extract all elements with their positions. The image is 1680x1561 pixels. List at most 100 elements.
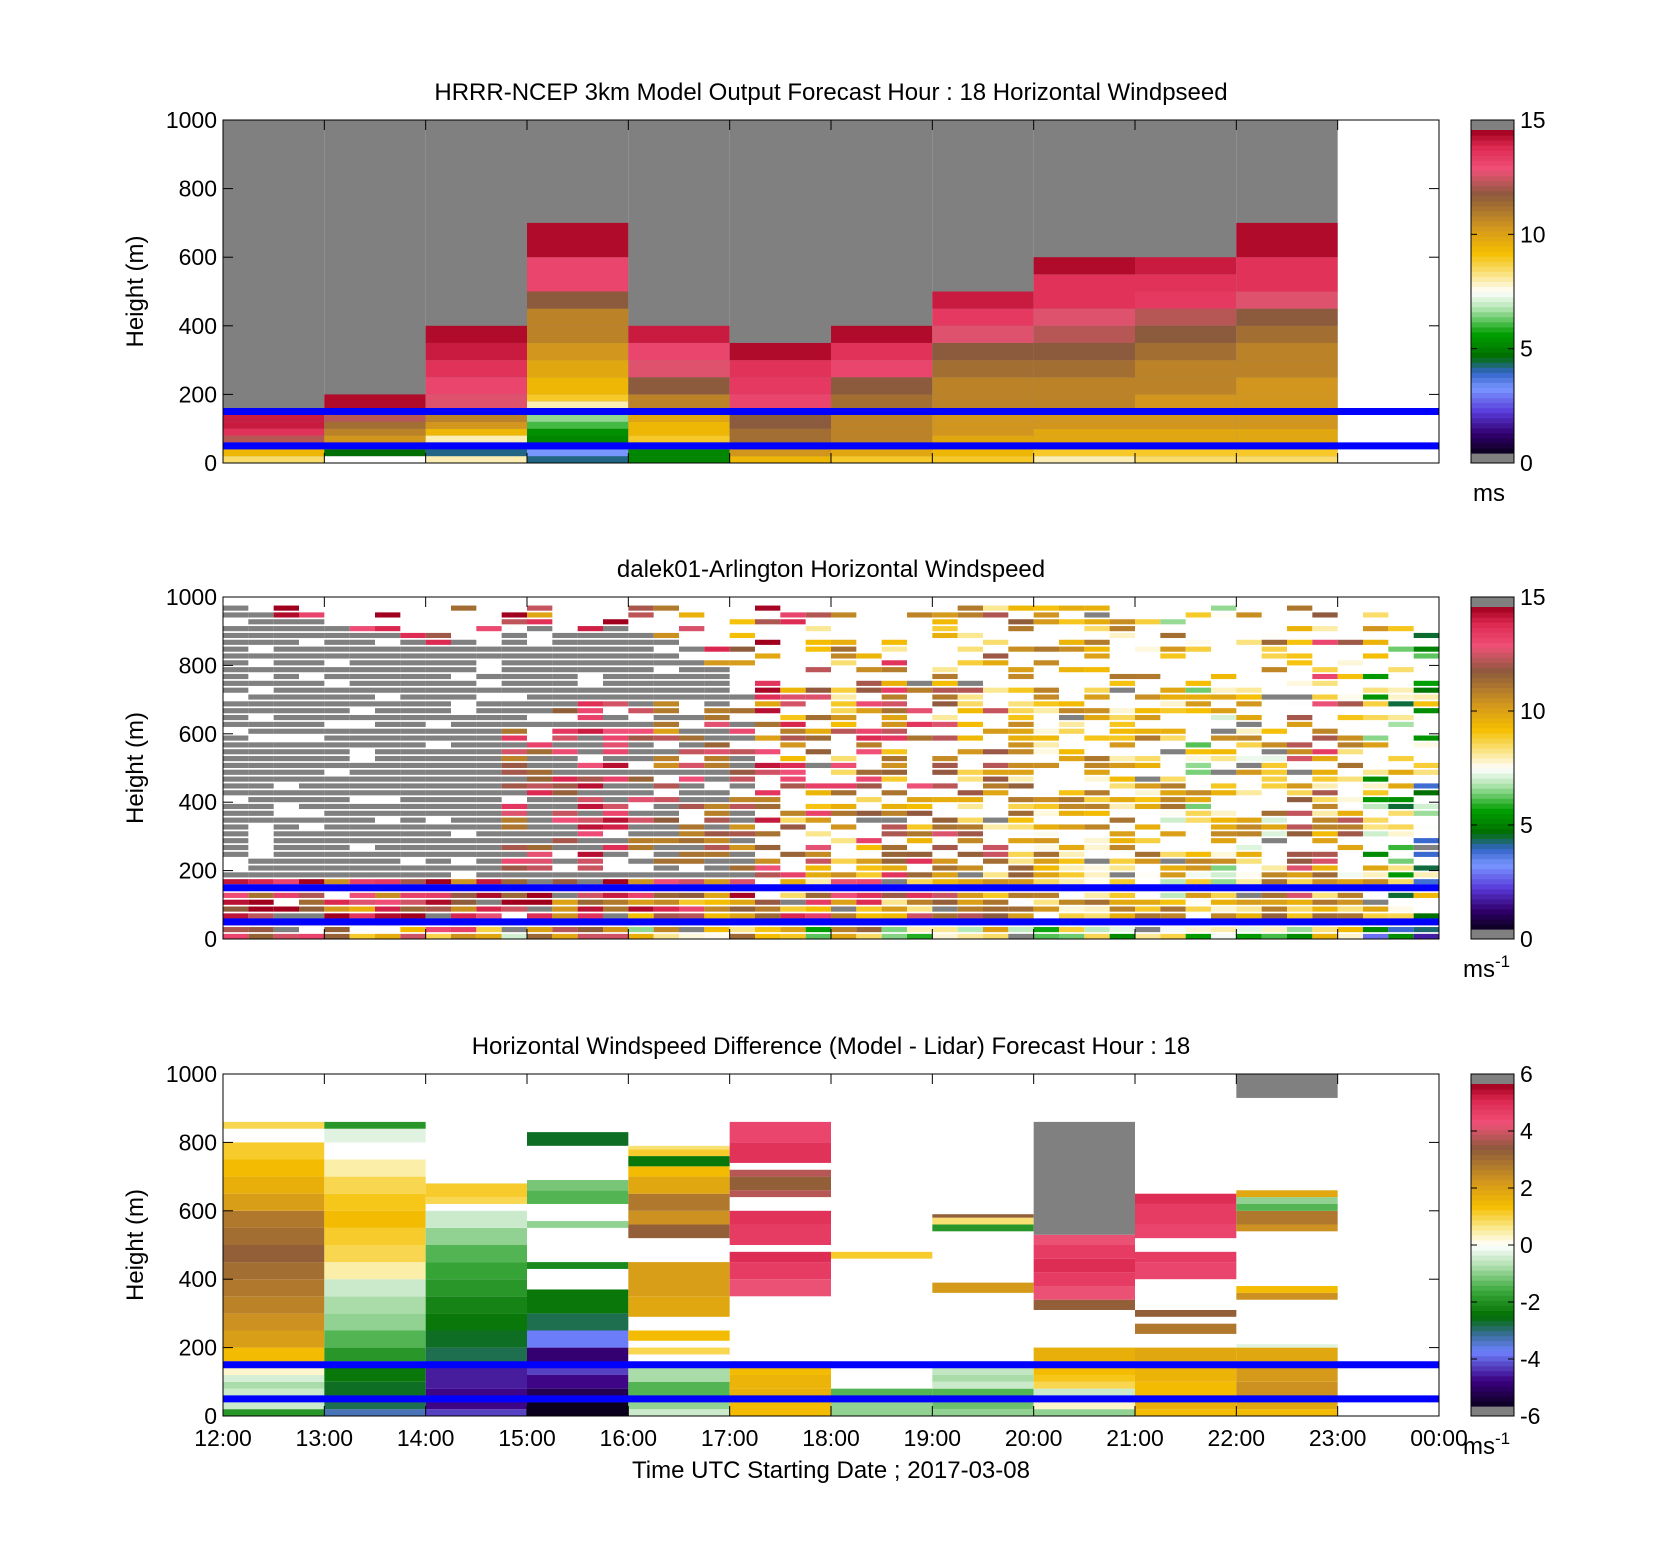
heatmap-cell: [577, 749, 603, 755]
heatmap-cell: [932, 308, 1034, 326]
heatmap-cell: [1109, 872, 1135, 878]
heatmap-cell: [1236, 858, 1262, 864]
heatmap-cell: [679, 735, 705, 741]
heatmap-cell: [527, 803, 553, 810]
heatmap-cell: [1388, 933, 1414, 939]
heatmap-cell: [476, 892, 502, 898]
heatmap-cell: [1312, 824, 1338, 830]
heatmap-cell: [932, 456, 1034, 463]
heatmap-cell: [1211, 851, 1237, 857]
heatmap-cell: [425, 325, 527, 343]
heatmap-cell: [932, 428, 1034, 436]
colorbar-segment: [1471, 1204, 1514, 1211]
heatmap-cell: [577, 810, 603, 816]
heatmap-cell: [299, 892, 325, 898]
heatmap-cell: [729, 708, 755, 714]
heatmap-cell: [425, 694, 451, 700]
colorbar-segment: [1471, 798, 1514, 804]
heatmap-cell: [527, 619, 553, 625]
heatmap-cell: [653, 899, 679, 905]
heatmap-cell: [957, 872, 983, 878]
heatmap-cell: [957, 735, 983, 741]
heatmap-cell: [780, 612, 806, 618]
heatmap-cell: [1160, 632, 1186, 639]
heatmap-cell: [1236, 639, 1262, 645]
heatmap-cell: [476, 858, 502, 864]
colorbar-segment: [1471, 1104, 1514, 1110]
heatmap-cell: [1413, 865, 1439, 871]
heatmap-cell: [527, 394, 629, 402]
heatmap-cell: [400, 667, 426, 673]
colorbar-segment: [1471, 677, 1514, 684]
heatmap-cell: [628, 776, 654, 782]
heatmap-cell: [1261, 639, 1287, 645]
heatmap-cell: [603, 639, 629, 645]
heatmap-cell: [729, 1142, 831, 1163]
heatmap-cell: [1109, 783, 1135, 789]
heatmap-cell: [248, 906, 274, 912]
heatmap-cell: [400, 913, 426, 919]
heatmap-cell: [400, 639, 426, 645]
heatmap-cell: [729, 913, 755, 919]
heatmap-cell: [628, 660, 654, 666]
heatmap-cell: [780, 879, 806, 885]
heatmap-cell: [425, 342, 527, 361]
heatmap-cell: [1084, 653, 1110, 659]
colorbar-tick-label: 10: [1520, 698, 1546, 724]
heatmap-cell: [248, 892, 274, 898]
heatmap-cell: [223, 906, 249, 912]
heatmap-cell: [425, 1245, 527, 1263]
heatmap-cell: [932, 783, 958, 789]
heatmap-cell: [805, 899, 831, 905]
heatmap-cell: [805, 728, 831, 734]
heatmap-cell: [755, 790, 781, 796]
heatmap-cell: [805, 892, 831, 898]
heatmap-cell: [1337, 879, 1363, 885]
heatmap-cell: [704, 927, 730, 933]
heatmap-cell: [527, 680, 553, 686]
heatmap-cell: [299, 694, 325, 700]
heatmap-cell: [577, 776, 603, 782]
heatmap-cell: [425, 851, 451, 857]
heatmap-cell: [628, 342, 730, 361]
heatmap-cell: [1363, 865, 1389, 871]
heatmap-cell: [1211, 694, 1237, 700]
heatmap-cell: [628, 449, 730, 457]
heatmap-cell: [349, 701, 375, 707]
heatmap-cell: [932, 872, 958, 878]
heatmap-cell: [248, 626, 274, 632]
heatmap-cell: [983, 639, 1009, 645]
heatmap-cell: [273, 892, 299, 898]
colorbar-segment: [1471, 1255, 1514, 1261]
heatmap-cell: [755, 687, 781, 693]
heatmap-cell: [1033, 749, 1059, 755]
heatmap-cell: [552, 803, 578, 810]
heatmap-cell: [957, 660, 983, 666]
heatmap-cell: [1388, 797, 1414, 803]
colorbar-tick-label: -6: [1520, 1403, 1540, 1429]
colorbar-segment: [1471, 672, 1514, 679]
heatmap-cell: [628, 783, 654, 789]
heatmap-cell: [1363, 872, 1389, 878]
heatmap-cell: [324, 927, 350, 933]
y-tick-label: 600: [179, 244, 217, 270]
heatmap-cell: [1261, 762, 1287, 768]
heatmap-cell: [780, 933, 806, 939]
heatmap-cell: [704, 913, 730, 919]
heatmap-cell: [1135, 274, 1237, 292]
heatmap-cell: [324, 1121, 426, 1129]
heatmap-cell: [729, 844, 755, 851]
heatmap-cell: [400, 776, 426, 782]
heatmap-cell: [223, 803, 249, 810]
colorbar-segment: [1471, 205, 1514, 212]
heatmap-cell: [856, 927, 882, 933]
heatmap-cell: [425, 838, 451, 844]
heatmap-cell: [856, 653, 882, 659]
colorbar-segment: [1471, 732, 1514, 739]
colorbar-segment: [1471, 135, 1514, 141]
colorbar-segment: [1471, 627, 1514, 633]
heatmap-cell: [425, 421, 527, 429]
heatmap-cell: [451, 714, 477, 721]
heatmap-cell: [780, 701, 806, 707]
